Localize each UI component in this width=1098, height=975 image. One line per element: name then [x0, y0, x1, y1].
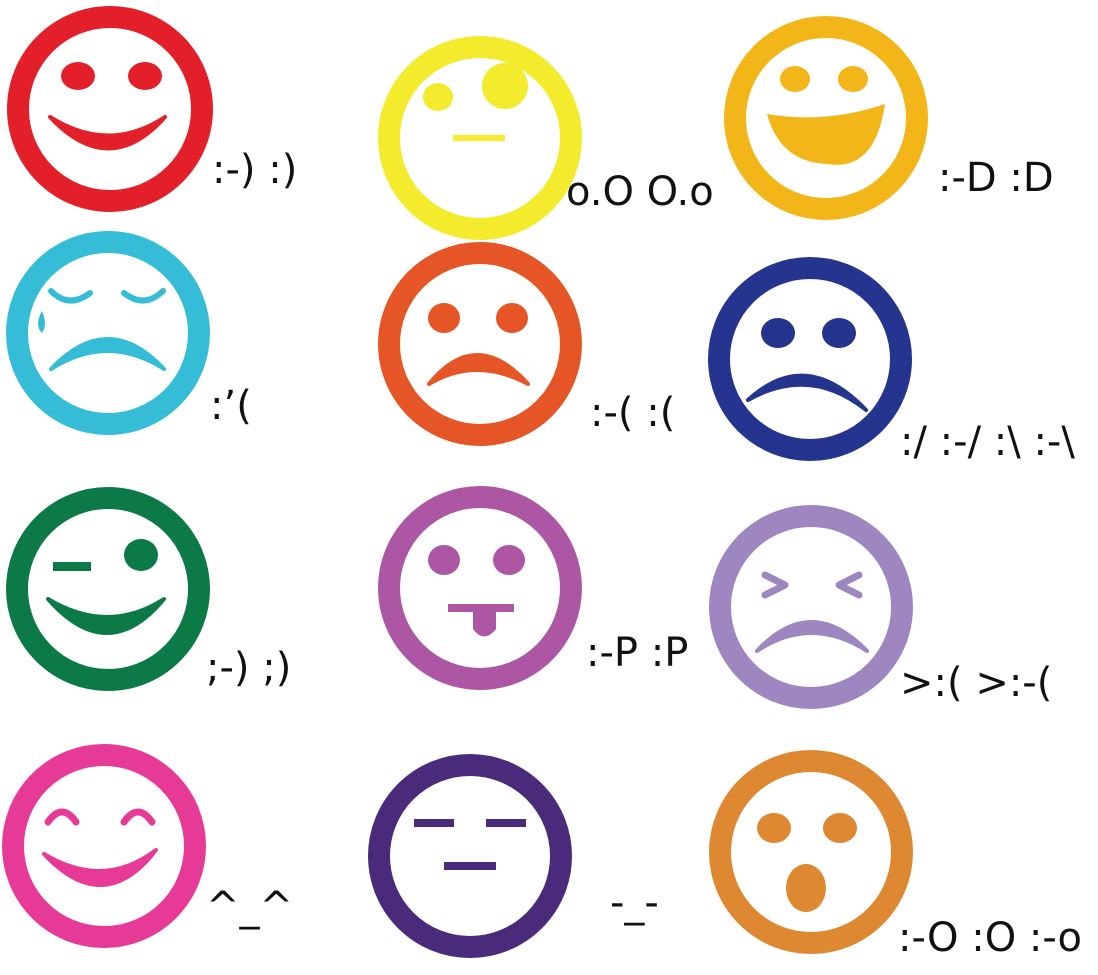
emoticon-label: :-D :D — [938, 155, 1054, 201]
emoticon-label: :-( :( — [590, 390, 676, 436]
crying-icon — [6, 231, 210, 435]
emoticon-label: >:( >:-( — [900, 660, 1053, 706]
emoticon-label: :-O :O :-o — [898, 915, 1083, 961]
wink-icon — [6, 487, 210, 691]
emoticon-label: o.O O.o — [566, 169, 714, 215]
big-grin-icon — [724, 16, 928, 220]
emoticon-label: :-P :P — [586, 630, 689, 676]
emoticon-label: :-) :) — [212, 147, 298, 193]
frown-icon — [708, 257, 912, 461]
emoticon-label: ;-) ;) — [206, 645, 292, 691]
surprised-icon — [709, 750, 913, 954]
angry-icon — [709, 505, 913, 709]
emoticon-label: :/ :-/ :\ :-\ — [900, 419, 1075, 465]
sad-icon — [378, 242, 582, 446]
confused-icon — [378, 36, 582, 240]
emoticon-label: ^_^ — [206, 884, 294, 930]
emoticon-label: :’( — [210, 383, 252, 429]
smile-icon — [7, 6, 213, 212]
happy-eyes-icon — [2, 744, 206, 948]
tongue-out-icon — [378, 486, 582, 690]
annoyed-icon — [368, 754, 572, 958]
emoticon-label: -_- — [610, 880, 659, 926]
